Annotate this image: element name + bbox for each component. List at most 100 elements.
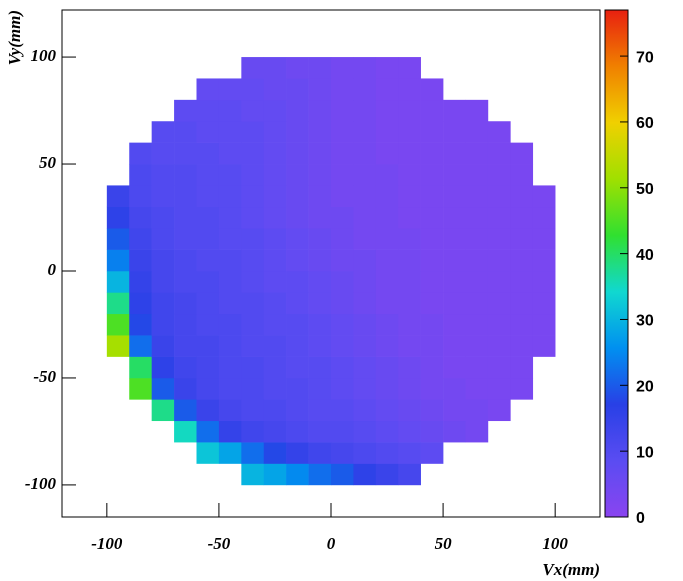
x-tick-label: -50	[208, 534, 231, 553]
cell	[487, 164, 511, 186]
cell	[286, 335, 309, 357]
cell	[241, 228, 265, 250]
cell	[443, 356, 466, 379]
cell	[487, 228, 511, 250]
cell	[151, 249, 175, 272]
cell	[106, 185, 130, 208]
cell	[375, 292, 399, 315]
cell	[331, 57, 354, 79]
cell	[151, 121, 175, 143]
z-tick-label: 60	[636, 115, 654, 132]
cell	[465, 399, 489, 422]
y-tick-label: 50	[39, 153, 57, 172]
cell	[308, 270, 332, 293]
cell	[174, 420, 197, 443]
z-tick-label: 20	[636, 379, 654, 396]
cell	[353, 270, 377, 293]
cell	[465, 121, 489, 143]
cell	[241, 78, 265, 101]
x-tick-label: -100	[91, 534, 123, 553]
cell	[151, 206, 175, 229]
cell	[353, 420, 377, 443]
cell	[196, 420, 220, 443]
cell	[129, 142, 152, 165]
cell	[263, 78, 287, 101]
cell	[420, 206, 444, 229]
cell	[286, 164, 309, 186]
cell	[218, 99, 242, 122]
cell	[263, 270, 287, 293]
cell	[106, 335, 130, 357]
cell	[532, 292, 556, 315]
cell	[510, 377, 534, 400]
z-tick-label: 40	[636, 247, 654, 264]
cell	[263, 99, 287, 122]
cell	[398, 270, 421, 293]
cell	[532, 185, 556, 208]
cell	[331, 121, 354, 143]
cell	[443, 377, 466, 400]
cell	[151, 185, 175, 208]
cell	[465, 142, 489, 165]
cell	[331, 142, 354, 165]
cell	[286, 249, 309, 272]
cell	[465, 377, 489, 400]
cell	[241, 313, 265, 336]
cell	[443, 164, 466, 186]
cell	[510, 335, 534, 357]
cell	[129, 164, 152, 186]
cell	[353, 399, 377, 422]
cell	[286, 142, 309, 165]
cell	[218, 228, 242, 250]
cell	[241, 377, 265, 400]
cell	[353, 228, 377, 250]
cell	[263, 142, 287, 165]
cell	[331, 270, 354, 293]
cell	[196, 249, 220, 272]
cell	[196, 164, 220, 186]
cell	[398, 121, 421, 143]
cell	[375, 164, 399, 186]
cell	[151, 228, 175, 250]
cell	[420, 78, 444, 101]
cell	[241, 420, 265, 443]
cell	[465, 313, 489, 336]
cell	[308, 78, 332, 101]
cell	[308, 228, 332, 250]
cell	[331, 420, 354, 443]
cell	[286, 185, 309, 208]
cell	[420, 249, 444, 272]
cell	[375, 185, 399, 208]
cell	[174, 99, 197, 122]
x-tick-label: 50	[435, 534, 453, 553]
cell	[443, 335, 466, 357]
cell	[218, 78, 242, 101]
cell	[420, 185, 444, 208]
cell	[375, 270, 399, 293]
cell	[443, 420, 466, 443]
cell	[443, 399, 466, 422]
cell	[487, 399, 511, 422]
cell	[196, 142, 220, 165]
cell	[465, 164, 489, 186]
cell	[331, 292, 354, 315]
cell	[420, 292, 444, 315]
cell	[331, 399, 354, 422]
cell	[353, 442, 377, 464]
cell	[196, 335, 220, 357]
cell	[263, 463, 287, 486]
cell	[241, 335, 265, 357]
cell	[308, 442, 332, 464]
cell	[263, 399, 287, 422]
cell	[129, 185, 152, 208]
cell	[308, 121, 332, 143]
cell	[241, 99, 265, 122]
cell	[443, 142, 466, 165]
cell	[263, 442, 287, 464]
cell	[241, 270, 265, 293]
cell	[375, 313, 399, 336]
cell	[532, 313, 556, 336]
cell	[510, 142, 534, 165]
cell	[398, 356, 421, 379]
